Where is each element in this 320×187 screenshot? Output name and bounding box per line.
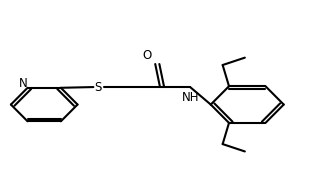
- Text: O: O: [143, 49, 152, 62]
- Text: NH: NH: [182, 91, 200, 104]
- Text: N: N: [19, 77, 27, 90]
- Text: S: S: [94, 81, 102, 94]
